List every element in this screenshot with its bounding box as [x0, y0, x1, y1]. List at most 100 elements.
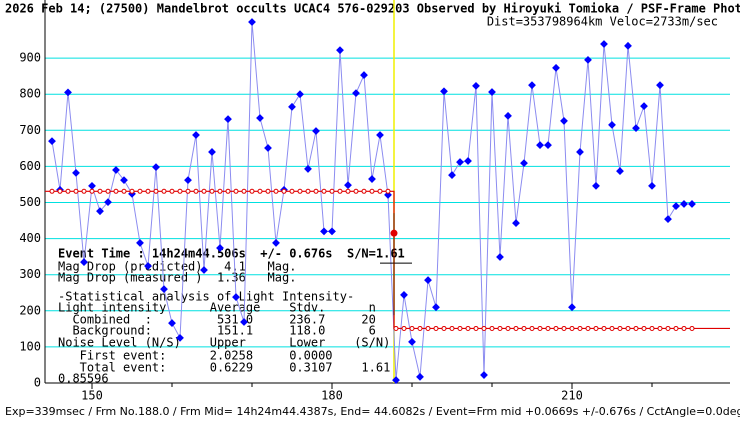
model-point [377, 188, 383, 194]
model-point [513, 325, 519, 331]
data-point [688, 200, 696, 208]
model-point [641, 325, 647, 331]
x-tick-label: 150 [81, 389, 103, 403]
model-point [233, 188, 239, 194]
data-point [96, 207, 104, 216]
data-point [208, 148, 216, 156]
model-point [273, 188, 279, 194]
model-point [473, 325, 479, 331]
model-point [617, 325, 623, 331]
data-point [64, 88, 72, 97]
y-tick-label: 800 [19, 87, 41, 101]
model-point [321, 188, 327, 194]
x-tick-label: 180 [321, 389, 343, 403]
model-point [673, 325, 679, 331]
data-point [408, 337, 416, 346]
model-point [529, 325, 535, 331]
model-point [201, 188, 207, 194]
data-point [296, 90, 304, 99]
model-point [369, 188, 375, 194]
model-point [505, 325, 511, 331]
data-point [640, 102, 648, 111]
model-point [545, 325, 551, 331]
model-point [145, 188, 151, 194]
data-point [472, 81, 480, 90]
model-point [257, 188, 263, 194]
y-tick-label: 500 [19, 195, 41, 209]
model-point [401, 325, 407, 331]
data-point [184, 176, 192, 185]
data-point [424, 276, 432, 285]
data-point [456, 158, 464, 166]
model-point [497, 325, 503, 331]
data-point [608, 120, 616, 129]
data-point [48, 137, 56, 146]
model-point [425, 325, 431, 331]
data-point [112, 166, 120, 174]
model-point [633, 325, 639, 331]
model-point [481, 325, 487, 331]
model-point [129, 188, 135, 194]
annotation: Total event: 0.6229 0.3107 1.61 [58, 361, 390, 375]
data-point [320, 227, 328, 236]
model-point [689, 325, 695, 331]
model-point [313, 188, 319, 194]
model-point [577, 325, 583, 331]
model-point [225, 188, 231, 194]
data-point [680, 200, 688, 208]
model-point [185, 188, 191, 194]
data-point [80, 258, 88, 266]
annotation: First event: 2.0258 0.0000 [58, 349, 333, 363]
data-point [544, 141, 552, 150]
data-point [176, 333, 184, 342]
data-point [392, 376, 400, 385]
data-point [520, 159, 528, 168]
data-point [512, 219, 520, 227]
data-point [504, 111, 512, 120]
model-point [665, 325, 671, 331]
data-point [240, 318, 248, 326]
data-point [376, 131, 384, 139]
model-point [465, 325, 471, 331]
data-point [352, 89, 360, 98]
y-tick-label: 200 [19, 303, 41, 317]
model-point [73, 188, 79, 194]
model-point [553, 325, 559, 331]
chart-title: 2026 Feb 14; (27500) Mandelbrot occults … [5, 2, 740, 16]
footer: Exp=339msec / Frm No.188.0 / Frm Mid= 14… [5, 405, 740, 418]
model-point [361, 188, 367, 194]
data-point [192, 131, 200, 139]
model-point [113, 188, 119, 194]
model-point [121, 188, 127, 194]
model-point [657, 325, 663, 331]
data-point [344, 181, 352, 190]
model-point [169, 188, 175, 194]
annotation: -Statistical analysis of Light Intensity… [58, 290, 354, 304]
model-point [49, 188, 55, 194]
model-point [417, 325, 423, 331]
model-point [281, 188, 287, 194]
data-point [576, 148, 584, 156]
data-point [552, 63, 560, 72]
data-point [400, 291, 408, 299]
model-point [521, 325, 527, 331]
data-point [88, 181, 96, 190]
model-point [353, 188, 359, 194]
annotation: Mag Drop (measured ) 1.36 Mag. [58, 271, 296, 285]
model-point [241, 188, 247, 194]
data-point [672, 202, 680, 211]
data-point [256, 114, 264, 122]
data-point [168, 319, 176, 327]
data-point [200, 266, 208, 274]
y-tick-label: 900 [19, 51, 41, 65]
data-point [592, 181, 600, 190]
data-point [496, 253, 504, 261]
model-point [217, 188, 223, 194]
model-point [137, 188, 143, 194]
y-tick-label: 400 [19, 231, 41, 245]
data-point [336, 46, 344, 55]
annotation: Noise Level (N/S) Upper Lower (S/N) [58, 336, 390, 350]
data-point [288, 102, 296, 111]
model-point [265, 188, 271, 194]
